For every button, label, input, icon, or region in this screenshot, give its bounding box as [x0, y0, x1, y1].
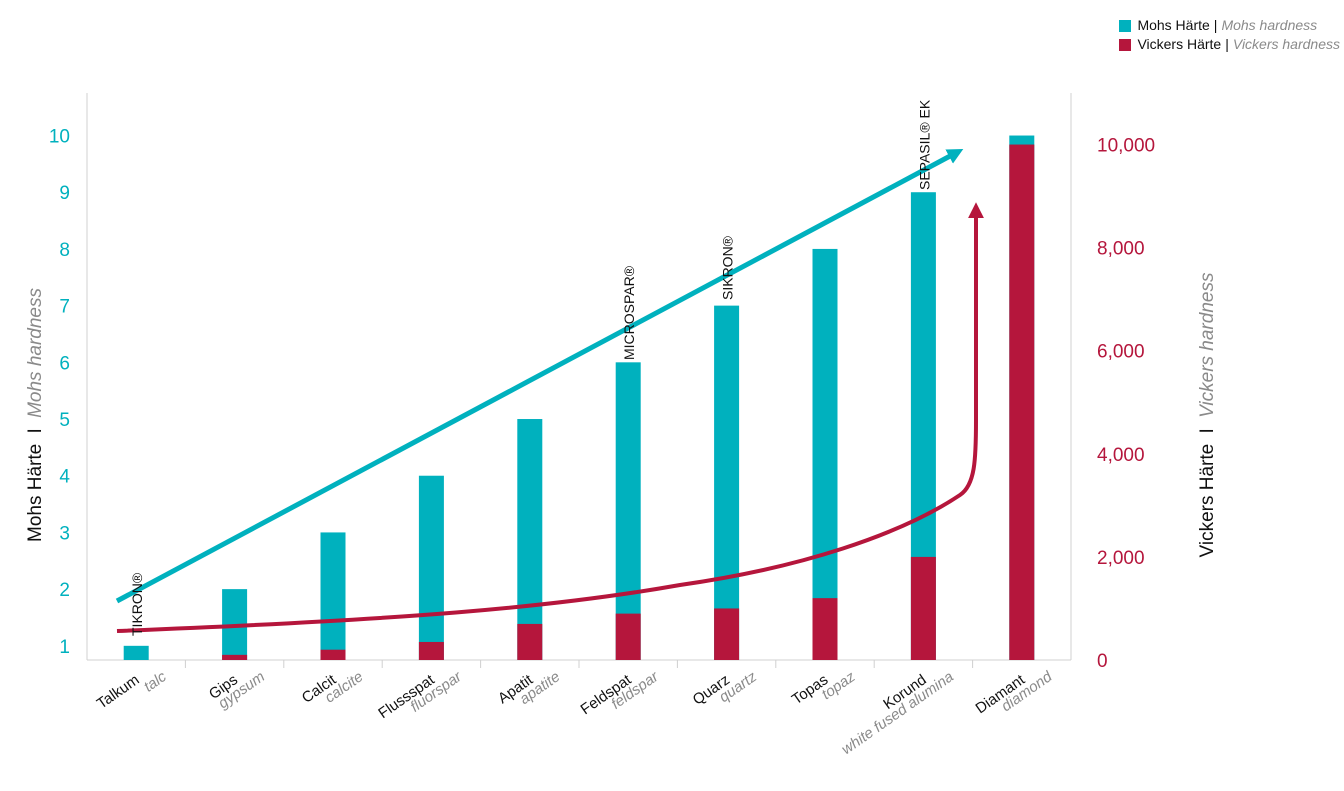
category-label: Calcitcalcite [299, 658, 367, 718]
legend-label-vickers: Vickers Härte [1137, 36, 1222, 52]
left-tick-label: 8 [59, 240, 70, 261]
vickers-bar [615, 613, 641, 660]
legend-label-alt-vickers: Vickers hardness [1232, 36, 1340, 52]
category-label: Feldspatfeldspar [578, 657, 663, 729]
left-tick-label: 3 [59, 523, 70, 544]
vickers-bar [812, 598, 838, 660]
mohs-bar [517, 419, 543, 660]
left-tick-label: 5 [59, 410, 70, 431]
mohs-bar [123, 645, 149, 660]
left-tick-label: 10 [49, 127, 70, 148]
left-tick-label: 9 [59, 183, 70, 204]
category-label: Quarzquartz [690, 657, 761, 719]
vickers-bar [222, 654, 248, 660]
mohs-bar [615, 362, 641, 660]
right-tick-label: 6,000 [1097, 342, 1145, 363]
right-tick-label: 4,000 [1097, 445, 1145, 466]
product-annotations: TIKRON® MICROSPAR® SIKRON® SEPASIL® EK [129, 99, 932, 636]
mohs-trend-arrow [115, 148, 964, 604]
axes: 1 2 3 4 5 6 7 8 9 10 0 2,000 4,000 6,000 8,000 10,000 [49, 93, 1155, 672]
vickers-bar [910, 556, 936, 660]
legend-label-alt-mohs: Mohs hardness [1221, 17, 1318, 33]
vickers-bar [1009, 144, 1035, 660]
vickers-trend-arrow [116, 202, 984, 633]
category-label: Gipsgypsum [206, 658, 268, 714]
category-name-alt: topaz [819, 668, 859, 703]
legend-label-mohs: Mohs Härte [1137, 17, 1210, 33]
mohs-bar [418, 475, 444, 660]
right-tick-label: 0 [1097, 651, 1108, 672]
product-annotation: SIKRON® [720, 235, 736, 300]
category-name-alt: talc [141, 668, 170, 696]
vickers-bar [517, 623, 543, 660]
legend-item-mohs: Mohs Härte | Mohs hardness [1119, 16, 1340, 35]
right-axis-title: Vickers Härte I Vickers hardness [1197, 272, 1218, 557]
legend-swatch-mohs [1119, 19, 1132, 32]
legend-item-vickers: Vickers Härte | Vickers hardness [1119, 35, 1340, 54]
left-tick-label: 7 [59, 297, 70, 318]
mohs-bar [812, 248, 838, 661]
left-tick-label: 1 [59, 637, 70, 658]
vickers-bar [714, 608, 740, 660]
category-label: Diamantdiamond [973, 657, 1056, 728]
category-labels: Talkumtalc Gipsgypsum Calcitcalcite Flusssp… [94, 657, 1056, 759]
category-label: Apatitapatite [495, 658, 563, 718]
left-tick-label: 4 [59, 467, 70, 488]
bars [123, 135, 1035, 661]
category-name: Talkum [94, 671, 143, 712]
mohs-bar [714, 305, 740, 660]
legend-separator-vickers: | [1225, 36, 1229, 52]
right-tick-label: 10,000 [1097, 136, 1155, 157]
category-label: Talkumtalc [94, 657, 170, 723]
left-tick-label: 6 [59, 353, 70, 374]
mohs-bar [320, 532, 346, 660]
left-tick-label: 2 [59, 580, 70, 601]
vickers-bar [320, 649, 346, 660]
legend-separator-mohs: | [1213, 17, 1218, 33]
product-annotation: MICROSPAR® [621, 265, 637, 360]
product-annotation: SEPASIL® EK [916, 99, 932, 190]
category-label: Topastopaz [789, 657, 859, 719]
product-annotation: TIKRON® [129, 572, 145, 636]
legend: Mohs Härte | Mohs hardness Vickers Härte… [1119, 16, 1340, 54]
right-tick-label: 8,000 [1097, 239, 1145, 260]
trend-arrows [115, 148, 984, 633]
category-label: Flussspatfluorspar [375, 657, 465, 733]
right-tick-label: 2,000 [1097, 548, 1145, 569]
left-axis-title: Mohs Härte I Mohs hardness [25, 288, 46, 542]
legend-swatch-vickers [1119, 38, 1132, 51]
vickers-bar [418, 641, 444, 660]
